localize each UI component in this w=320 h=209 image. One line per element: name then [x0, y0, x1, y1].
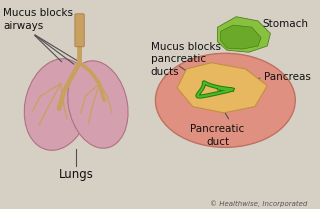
- Text: Pancreas: Pancreas: [264, 72, 310, 82]
- Text: Lungs: Lungs: [59, 168, 93, 181]
- Polygon shape: [177, 63, 267, 113]
- Text: Pancreatic
duct: Pancreatic duct: [190, 124, 245, 147]
- Text: Mucus blocks
pancreatic
ducts: Mucus blocks pancreatic ducts: [151, 42, 221, 77]
- Polygon shape: [218, 17, 270, 52]
- Ellipse shape: [24, 59, 91, 150]
- FancyBboxPatch shape: [75, 14, 84, 47]
- Ellipse shape: [68, 61, 128, 148]
- Text: © Healthwise, Incorporated: © Healthwise, Incorporated: [210, 200, 308, 207]
- Text: Stomach: Stomach: [263, 19, 309, 29]
- Polygon shape: [221, 25, 261, 49]
- Circle shape: [156, 53, 295, 147]
- Text: Mucus blocks
airways: Mucus blocks airways: [3, 8, 73, 31]
